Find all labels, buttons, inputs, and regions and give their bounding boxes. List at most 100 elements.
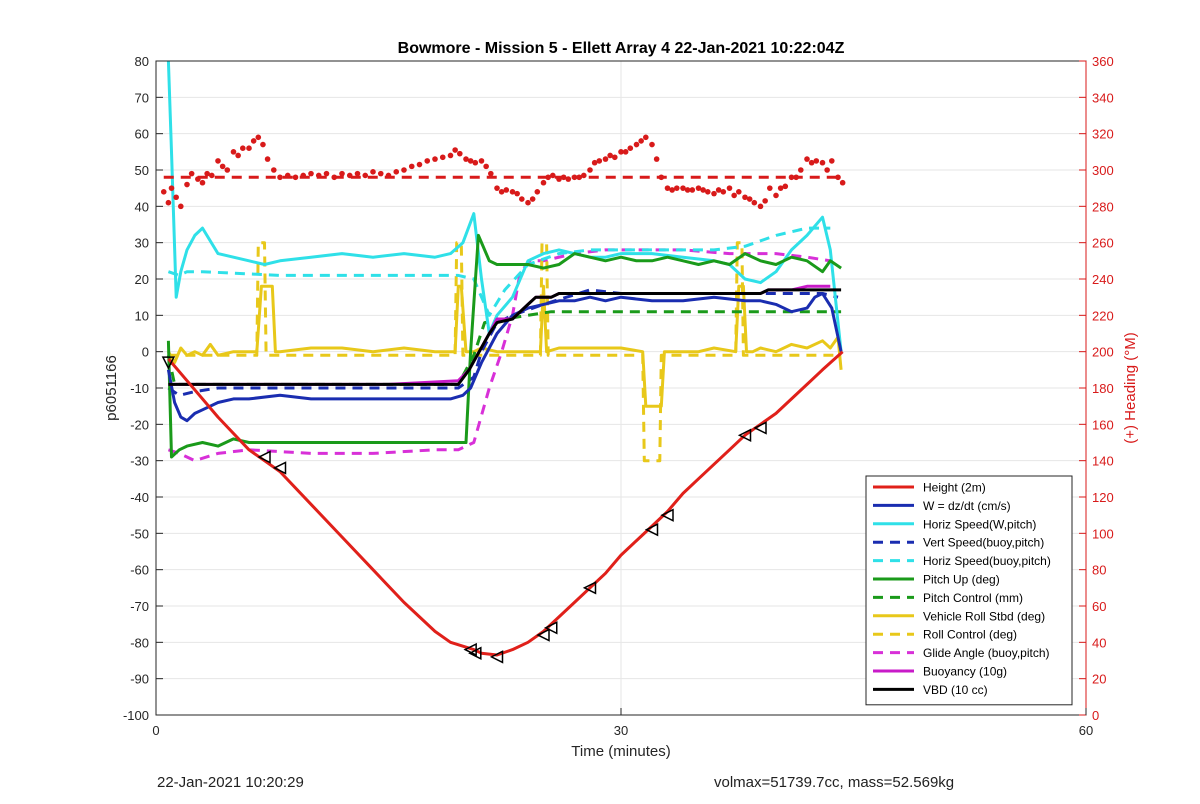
heading-point [255,134,262,141]
heading-point [746,196,753,202]
y-right-tick-label: 60 [1092,599,1106,614]
y-tick-label: -20 [130,417,149,432]
heading-point [587,167,593,173]
heading-point [525,199,531,206]
heading-point [264,156,271,162]
heading-point [514,190,520,197]
y-right-tick-label: 280 [1092,199,1114,214]
heading-point [571,174,578,181]
right-axis: 0 20 40 60 80 100 120 140 160 180 200 220 240 260 280 3… [1079,54,1114,723]
heading-point [483,163,489,170]
heading-point [808,159,815,166]
heading-point [591,159,598,166]
y-tick-label: -40 [130,490,149,505]
dive-marker [489,650,504,664]
y-right-tick-label: 180 [1092,381,1114,396]
heading-point [556,176,562,182]
y-tick-label: -10 [130,381,149,396]
legend-label: VBD (10 cc) [923,683,988,697]
heading-point [315,172,322,179]
legend-label: Pitch Up (deg) [923,573,1000,587]
y-right-tick-label: 160 [1092,417,1114,432]
heading-point [173,194,179,201]
heading-point [824,167,830,173]
heading-point [478,158,485,164]
heading-point [408,163,415,170]
y-right-tick-label: 260 [1092,236,1114,251]
dive-marker [272,461,287,475]
heading-point [215,158,221,164]
heading-point [664,185,671,191]
series-layer [166,60,844,657]
dive-marker [582,581,597,595]
y-right-tick-label: 20 [1092,672,1106,687]
heading-point [178,203,184,210]
heading-point [284,172,291,179]
y-tick-label: 30 [135,236,149,251]
x-axis: 0 30 60 [152,708,1093,738]
heading-point [689,187,696,193]
heading-point [680,185,686,191]
heading-point [354,170,361,177]
heading-point [370,169,376,175]
y-tick-label: -80 [130,635,149,650]
heading-point [643,134,649,141]
heading-point [788,174,795,181]
heading-point [622,149,629,155]
heading-point [503,187,510,193]
heading-point [633,141,640,148]
x-tick-label: 0 [152,723,159,738]
y-right-tick-label: 360 [1092,54,1114,69]
heading-point [819,159,826,166]
heading-point [835,174,841,181]
heading-point [377,170,384,177]
dive-marker [536,628,550,642]
x-tick-label: 30 [614,723,628,738]
heading-point [260,141,266,148]
heading-point [308,170,314,177]
series-line-4 [167,226,831,317]
heading-point [545,174,551,181]
heading-point [534,189,541,195]
y-right-tick-label: 300 [1092,163,1114,178]
y-tick-label: 40 [135,199,149,214]
heading-point [829,158,835,164]
heading-point [731,192,737,199]
legend-label: Height (2m) [923,481,986,495]
heading-point [339,170,345,177]
dive-marker [544,621,558,635]
heading-point [560,174,567,181]
legend-label: Pitch Control (mm) [923,591,1023,605]
heading-point [529,196,536,202]
y-right-tick-label: 220 [1092,308,1114,323]
heading-point [813,158,820,164]
heading-point [602,156,609,162]
y-right-tick-label: 100 [1092,526,1114,541]
heading-point [168,185,175,191]
heading-point [798,167,804,173]
heading-point [292,174,299,181]
dive-marker [468,646,482,660]
heading-point [658,174,665,181]
heading-point [736,189,742,195]
dive-marker [644,522,659,537]
heading-point [565,176,572,182]
y-tick-label: 60 [135,127,149,142]
x-axis-label: Time (minutes) [571,743,670,760]
y-axis-label: p6051166 [103,355,120,421]
legend-label: W = dz/dt (cm/s) [923,499,1011,513]
heading-point [550,172,556,179]
y-right-tick-label: 320 [1092,127,1114,142]
dive-marker [257,450,271,464]
y-right-tick-label: 140 [1092,454,1114,469]
heading-point [711,190,717,197]
legend-label: Roll Control (deg) [923,628,1017,642]
heading-point [674,185,680,191]
heading-point [782,183,789,190]
heading-point [165,199,172,206]
y-right-tick-label: 240 [1092,272,1114,287]
heading-point [346,172,353,179]
heading-point [463,156,469,162]
dive-marker [660,508,674,522]
legend-label: Glide Angle (buoy,pitch) [923,646,1050,660]
